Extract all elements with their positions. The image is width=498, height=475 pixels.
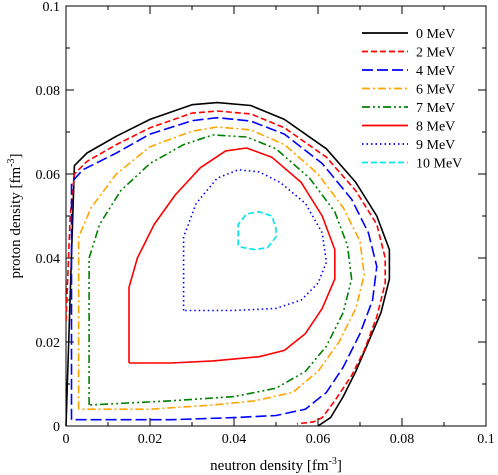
x-tick-label: 0.1	[477, 432, 495, 447]
series-line-5	[128, 147, 336, 364]
legend-label: 7 MeV	[416, 101, 455, 116]
legend-label: 6 MeV	[416, 83, 455, 98]
series-line-0	[65, 101, 391, 427]
series-line-7	[237, 211, 277, 251]
axis-ticks: 0 0.02 0.04 0.06 0.08 0.1 0 0.02 0.04 0.06 0.08 0.1	[36, 0, 495, 447]
legend-label: 0 MeV	[416, 27, 455, 42]
x-tick-label: 0.06	[306, 432, 331, 447]
series-line-1	[65, 110, 386, 425]
legend-label: 10 MeV	[416, 157, 462, 172]
y-tick-label: 0.02	[36, 336, 61, 351]
y-tick-label: 0.06	[36, 168, 61, 183]
y-tick-label: 0	[53, 420, 60, 435]
y-tick-label: 0.08	[36, 84, 61, 99]
series-layer	[65, 101, 391, 427]
legend-label: 2 MeV	[416, 46, 455, 61]
x-tick-label: 0	[63, 432, 70, 447]
legend-label: 8 MeV	[416, 120, 455, 135]
x-tick-label: 0.02	[138, 432, 163, 447]
series-line-2	[70, 116, 378, 421]
legend-label: 4 MeV	[416, 64, 455, 79]
series-line-6	[182, 169, 328, 312]
y-axis-label: proton density [fm-3]	[6, 154, 24, 279]
series-line-3	[77, 126, 365, 410]
series-line-4	[88, 134, 353, 406]
legend: 0 MeV 2 MeV 4 MeV 6 MeV 7 MeV 8 MeV 9 MeV 10 Me…	[362, 27, 462, 172]
x-axis-label: neutron density [fm-3]	[210, 456, 342, 474]
legend-label: 9 MeV	[416, 138, 455, 153]
x-tick-label: 0.08	[390, 432, 415, 447]
x-tick-label: 0.04	[222, 432, 247, 447]
y-tick-label: 0.1	[43, 0, 61, 15]
y-tick-label: 0.04	[36, 252, 61, 267]
